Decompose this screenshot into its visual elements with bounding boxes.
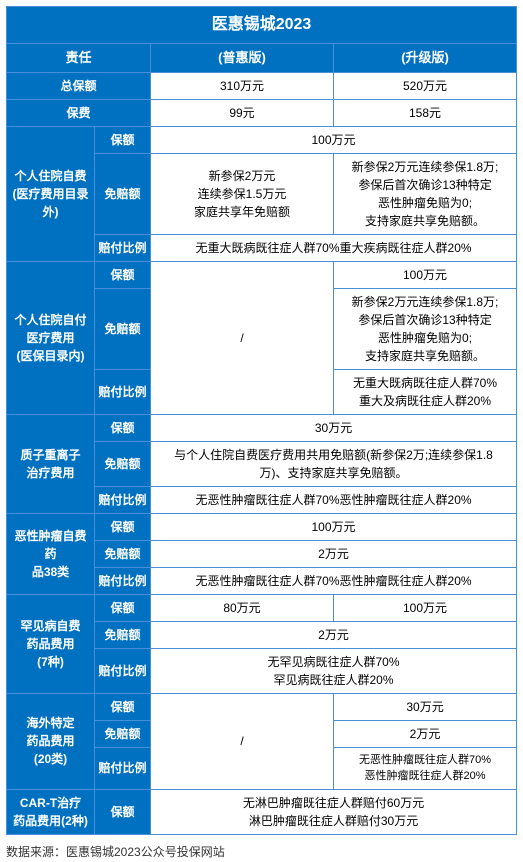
sec4-baoe: 恶性肿瘤自费药 品38类 保额 100万元: [7, 513, 517, 540]
sec2-v1: /: [151, 261, 334, 414]
sec5-mp-val: 2万元: [151, 621, 517, 648]
total-v1: 310万元: [151, 72, 334, 99]
total-row: 总保额 310万元 520万元: [7, 72, 517, 99]
sec3-name: 质子重离子 治疗费用: [7, 414, 95, 513]
sec4-name: 恶性肿瘤自费药 品38类: [7, 513, 95, 594]
total-label: 总保额: [7, 72, 151, 99]
insurance-table: 医惠锡城2023 责任 (普惠版) (升级版) 总保额 310万元 520万元 …: [6, 6, 517, 835]
col-upgrade: (升级版): [334, 44, 517, 73]
total-v2: 520万元: [334, 72, 517, 99]
sec6-name: 海外特定 药品费用 (20类): [7, 693, 95, 789]
sec5-pf-val: 无罕见病既往症人群70% 罕见病既往症人群20%: [151, 648, 517, 693]
title-row: 医惠锡城2023: [7, 7, 517, 44]
table-container: 医惠锡城2023 责任 (普惠版) (升级版) 总保额 310万元 520万元 …: [0, 0, 523, 841]
sec2-baoe: 个人住院自付 医疗费用 (医保目录内) 保额 / 100万元: [7, 261, 517, 288]
sec7-baoe-val: 无淋巴肿瘤既往症人群赔付60万元 淋巴肿瘤既往症人群赔付30万元: [151, 789, 517, 834]
sec2-pf-v2: 无重大既病既往症人群70% 重大及病既往症人群20%: [334, 369, 517, 414]
sec5-name: 罕见病自费 药品费用 (7种): [7, 594, 95, 693]
sec3-baoe: 质子重离子 治疗费用 保额 30万元: [7, 414, 517, 441]
sec3-mp-val: 与个人住院自费医疗费用共用免赔额(新参保2万;连续参保1.8 万)、支持家庭共享…: [151, 441, 517, 486]
col-basic: (普惠版): [151, 44, 334, 73]
sec6-v1: /: [151, 693, 334, 789]
sec1-mp-v1: 新参保2万元 连续参保1.5万元 家庭共享年免赔额: [151, 153, 334, 234]
fee-v1: 99元: [151, 99, 334, 126]
label-baoe: 保额: [95, 126, 151, 153]
sec7: CAR-T治疗 药品费用(2种) 保额 无淋巴肿瘤既往症人群赔付60万元 淋巴肿…: [7, 789, 517, 834]
sec4-pf-val: 无恶性肿瘤既往症人群70%恶性肿瘤既往症人群20%: [151, 567, 517, 594]
sec1-mp-v2: 新参保2万元连续参保1.8万; 参保后首次确诊13种特定 恶性肿瘤免赔为0; 支…: [334, 153, 517, 234]
sec7-name: CAR-T治疗 药品费用(2种): [7, 789, 95, 834]
sec3-baoe-val: 30万元: [151, 414, 517, 441]
sec6-baoe-v2: 30万元: [334, 693, 517, 720]
label-pf: 赔付比例: [95, 234, 151, 261]
title-cell: 医惠锡城2023: [7, 7, 517, 44]
sec6-mp-v2: 2万元: [334, 720, 517, 747]
sec4-mp-val: 2万元: [151, 540, 517, 567]
sec1-baoe: 个人住院自费 (医疗费用目录外) 保额 100万元: [7, 126, 517, 153]
sec5-baoe: 罕见病自费 药品费用 (7种) 保额 80万元 100万元: [7, 594, 517, 621]
label-mp: 免赔额: [95, 153, 151, 234]
sec4-baoe-val: 100万元: [151, 513, 517, 540]
sec2-mp-v2: 新参保2万元连续参保1.8万; 参保后首次确诊13种特定 恶性肿瘤免赔为0; 支…: [334, 288, 517, 369]
sec3-pf-val: 无恶性肿瘤既往症人群70%恶性肿瘤既往症人群20%: [151, 486, 517, 513]
sec1-pf-val: 无重大既病既往症人群70%重大疾病既往症人群20%: [151, 234, 517, 261]
fee-label: 保费: [7, 99, 151, 126]
fee-row: 保费 99元 158元: [7, 99, 517, 126]
sec2-baoe-v2: 100万元: [334, 261, 517, 288]
fee-v2: 158元: [334, 99, 517, 126]
sec5-baoe-v1: 80万元: [151, 594, 334, 621]
column-header-row: 责任 (普惠版) (升级版): [7, 44, 517, 73]
data-source: 数据来源：医惠锡城2023公众号投保网站: [0, 841, 523, 862]
sec1-baoe-val: 100万元: [151, 126, 517, 153]
sec1-name: 个人住院自费 (医疗费用目录外): [7, 126, 95, 261]
sec5-baoe-v2: 100万元: [334, 594, 517, 621]
col-responsibility: 责任: [7, 44, 151, 73]
sec2-name: 个人住院自付 医疗费用 (医保目录内): [7, 261, 95, 414]
sec6-pf-v2: 无恶性肿瘤既往症人群70% 恶性肿瘤既往症人群20%: [334, 747, 517, 789]
sec6-baoe: 海外特定 药品费用 (20类) 保额 / 30万元: [7, 693, 517, 720]
